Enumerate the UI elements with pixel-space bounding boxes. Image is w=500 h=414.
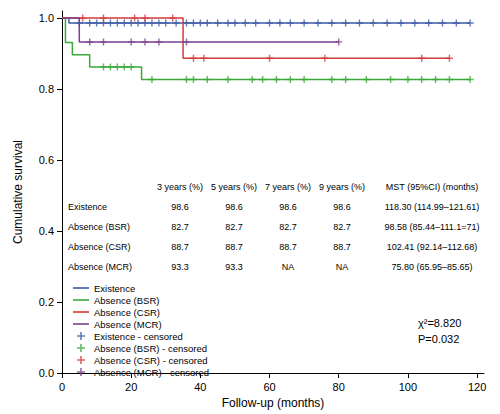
svg-text:98.6: 98.6 [279, 202, 297, 212]
svg-text:60: 60 [263, 381, 275, 393]
svg-text:20: 20 [125, 381, 137, 393]
svg-text:93.3: 93.3 [225, 262, 243, 272]
svg-text:0.4: 0.4 [39, 225, 54, 237]
svg-text:χ²=8.820: χ²=8.820 [418, 317, 461, 329]
svg-text:98.6: 98.6 [333, 202, 351, 212]
svg-text:Absence (CSR) - censored: Absence (CSR) - censored [94, 355, 208, 366]
svg-text:82.7: 82.7 [333, 222, 351, 232]
svg-text:Absence (BSR): Absence (BSR) [94, 295, 159, 306]
svg-text:Absence (CSR): Absence (CSR) [68, 242, 131, 252]
svg-text:Absence (BSR) - censored: Absence (BSR) - censored [94, 343, 207, 354]
svg-text:0: 0 [59, 381, 65, 393]
svg-text:Absence (MCR) - censored: Absence (MCR) - censored [94, 367, 209, 378]
svg-text:3 years (%): 3 years (%) [157, 182, 203, 192]
svg-text:Existence: Existence [94, 283, 135, 294]
svg-text:0.8: 0.8 [39, 83, 54, 95]
svg-text:75.80 (65.95–85.65): 75.80 (65.95–85.65) [391, 262, 472, 272]
svg-text:82.7: 82.7 [225, 222, 243, 232]
svg-text:Existence: Existence [68, 202, 107, 212]
svg-text:Absence (MCR): Absence (MCR) [68, 262, 132, 272]
svg-text:88.7: 88.7 [171, 242, 189, 252]
svg-text:1.0: 1.0 [39, 12, 54, 24]
svg-text:102.41 (92.14–112.68): 102.41 (92.14–112.68) [387, 242, 477, 252]
svg-text:Existence - censored: Existence - censored [94, 331, 183, 342]
svg-text:40: 40 [194, 381, 206, 393]
svg-text:120: 120 [468, 381, 486, 393]
svg-text:Absence (BSR): Absence (BSR) [68, 222, 130, 232]
svg-text:118.30 (114.99–121.61): 118.30 (114.99–121.61) [385, 202, 480, 212]
svg-text:82.7: 82.7 [279, 222, 297, 232]
svg-text:Follow-up (months): Follow-up (months) [222, 396, 325, 410]
svg-text:0.2: 0.2 [39, 296, 54, 308]
svg-text:98.6: 98.6 [225, 202, 243, 212]
svg-text:0.0: 0.0 [39, 367, 54, 379]
svg-text:98.58 (85.44–111.1=71): 98.58 (85.44–111.1=71) [385, 222, 480, 232]
svg-text:88.7: 88.7 [225, 242, 243, 252]
svg-text:100: 100 [399, 381, 417, 393]
svg-text:NA: NA [282, 262, 295, 272]
svg-text:5 years (%): 5 years (%) [211, 182, 257, 192]
svg-text:88.7: 88.7 [279, 242, 297, 252]
svg-text:Absence (MCR): Absence (MCR) [94, 319, 162, 330]
svg-text:7 years (%): 7 years (%) [265, 182, 311, 192]
svg-text:NA: NA [336, 262, 349, 272]
svg-text:P=0.032: P=0.032 [418, 333, 459, 345]
svg-text:Cumulative survival: Cumulative survival [11, 140, 25, 244]
svg-text:98.6: 98.6 [171, 202, 189, 212]
svg-text:88.7: 88.7 [333, 242, 351, 252]
svg-text:80: 80 [333, 381, 345, 393]
svg-text:82.7: 82.7 [171, 222, 189, 232]
svg-text:Absence (CSR): Absence (CSR) [94, 307, 160, 318]
svg-text:MST (95%CI) (months): MST (95%CI) (months) [386, 182, 478, 192]
svg-text:93.3: 93.3 [171, 262, 189, 272]
svg-text:0.6: 0.6 [39, 154, 54, 166]
svg-text:9 years (%): 9 years (%) [319, 182, 365, 192]
